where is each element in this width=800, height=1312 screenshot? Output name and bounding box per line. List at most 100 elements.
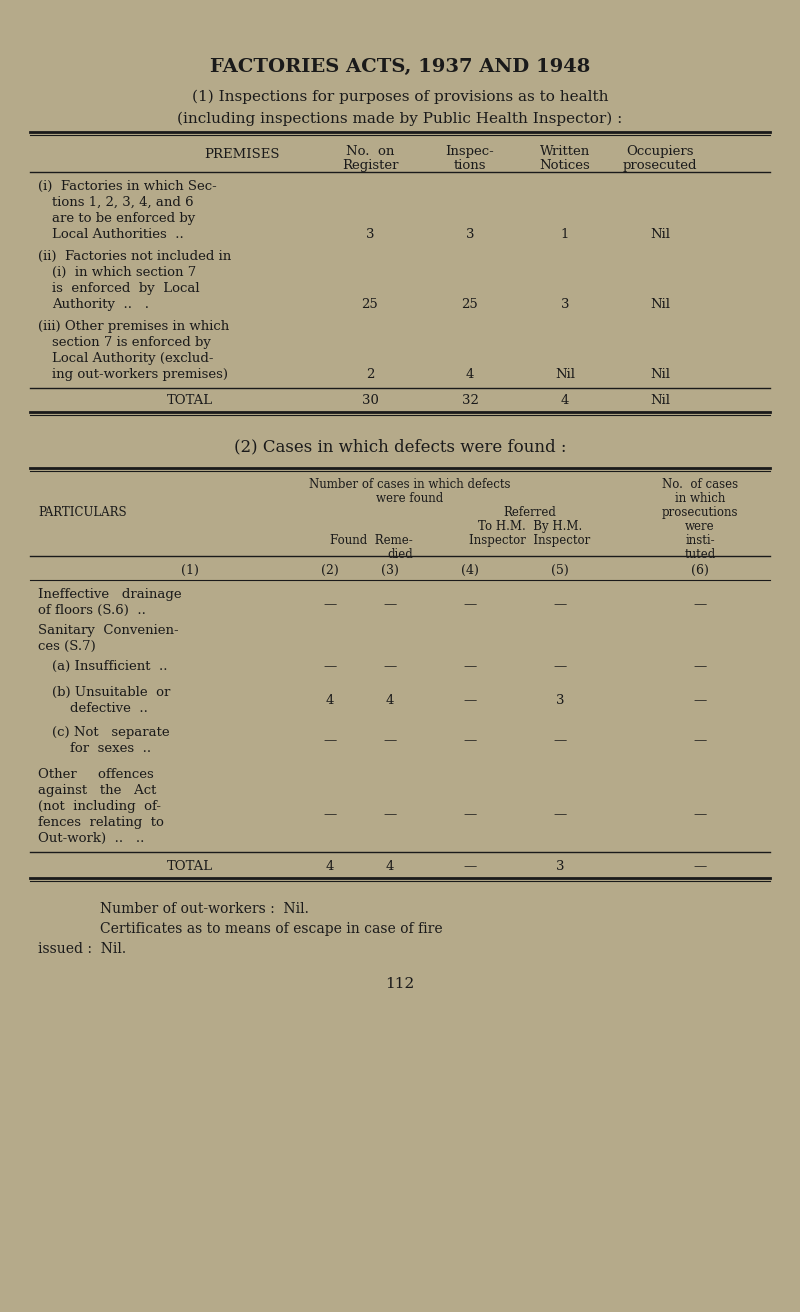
Text: —: — — [323, 660, 337, 673]
Text: 25: 25 — [462, 298, 478, 311]
Text: died: died — [387, 548, 413, 562]
Text: 4: 4 — [326, 694, 334, 707]
Text: —: — — [554, 808, 566, 821]
Text: tuted: tuted — [684, 548, 716, 562]
Text: were: were — [685, 520, 715, 533]
Text: To H.M.  By H.M.: To H.M. By H.M. — [478, 520, 582, 533]
Text: prosecutions: prosecutions — [662, 506, 738, 520]
Text: Number of cases in which defects: Number of cases in which defects — [310, 478, 510, 491]
Text: TOTAL: TOTAL — [167, 859, 213, 872]
Text: section 7 is enforced by: section 7 is enforced by — [52, 336, 211, 349]
Text: ces (S.7): ces (S.7) — [38, 640, 96, 653]
Text: —: — — [323, 733, 337, 747]
Text: —: — — [383, 660, 397, 673]
Text: —: — — [463, 660, 477, 673]
Text: PARTICULARS: PARTICULARS — [38, 506, 126, 520]
Text: Written: Written — [540, 146, 590, 157]
Text: —: — — [323, 598, 337, 611]
Text: tions 1, 2, 3, 4, and 6: tions 1, 2, 3, 4, and 6 — [52, 195, 194, 209]
Text: Nil: Nil — [650, 298, 670, 311]
Text: —: — — [323, 808, 337, 821]
Text: Occupiers: Occupiers — [626, 146, 694, 157]
Text: 1: 1 — [561, 228, 569, 241]
Text: —: — — [694, 808, 706, 821]
Text: Other     offences: Other offences — [38, 768, 154, 781]
Text: PREMISES: PREMISES — [205, 148, 280, 161]
Text: were found: were found — [376, 492, 444, 505]
Text: issued :  Nil.: issued : Nil. — [38, 942, 126, 956]
Text: No.  of cases: No. of cases — [662, 478, 738, 491]
Text: FACTORIES ACTS, 1937 AND 1948: FACTORIES ACTS, 1937 AND 1948 — [210, 58, 590, 76]
Text: Referred: Referred — [503, 506, 557, 520]
Text: for  sexes  ..: for sexes .. — [70, 743, 151, 754]
Text: prosecuted: prosecuted — [622, 159, 698, 172]
Text: —: — — [554, 733, 566, 747]
Text: Notices: Notices — [540, 159, 590, 172]
Text: (5): (5) — [551, 564, 569, 577]
Text: Authority  ..   .: Authority .. . — [52, 298, 149, 311]
Text: —: — — [383, 808, 397, 821]
Text: —: — — [383, 598, 397, 611]
Text: Nil: Nil — [650, 394, 670, 407]
Text: fences  relating  to: fences relating to — [38, 816, 164, 829]
Text: —: — — [694, 694, 706, 707]
Text: —: — — [694, 660, 706, 673]
Text: —: — — [463, 598, 477, 611]
Text: (iii) Other premises in which: (iii) Other premises in which — [38, 320, 230, 333]
Text: TOTAL: TOTAL — [167, 394, 213, 407]
Text: Certificates as to means of escape in case of fire: Certificates as to means of escape in ca… — [100, 922, 442, 935]
Text: Nil: Nil — [650, 228, 670, 241]
Text: are to be enforced by: are to be enforced by — [52, 213, 195, 224]
Text: 4: 4 — [386, 859, 394, 872]
Text: 4: 4 — [466, 367, 474, 380]
Text: 32: 32 — [462, 394, 478, 407]
Text: 3: 3 — [466, 228, 474, 241]
Text: (1) Inspections for purposes of provisions as to health: (1) Inspections for purposes of provisio… — [192, 91, 608, 105]
Text: (ii)  Factories not included in: (ii) Factories not included in — [38, 251, 231, 262]
Text: —: — — [463, 808, 477, 821]
Text: (a) Insufficient  ..: (a) Insufficient .. — [52, 660, 167, 673]
Text: —: — — [694, 598, 706, 611]
Text: Local Authorities  ..: Local Authorities .. — [52, 228, 184, 241]
Text: 3: 3 — [366, 228, 374, 241]
Text: 4: 4 — [561, 394, 569, 407]
Text: No.  on: No. on — [346, 146, 394, 157]
Text: insti-: insti- — [685, 534, 715, 547]
Text: against   the   Act: against the Act — [38, 785, 156, 796]
Text: —: — — [694, 859, 706, 872]
Text: 3: 3 — [561, 298, 570, 311]
Text: Ineffective   drainage: Ineffective drainage — [38, 588, 182, 601]
Text: (2): (2) — [321, 564, 339, 577]
Text: (c) Not   separate: (c) Not separate — [52, 726, 170, 739]
Text: Out-work)  ..   ..: Out-work) .. .. — [38, 832, 144, 845]
Text: (3): (3) — [381, 564, 399, 577]
Text: 3: 3 — [556, 859, 564, 872]
Text: —: — — [554, 660, 566, 673]
Text: (i)  in which section 7: (i) in which section 7 — [52, 266, 196, 279]
Text: —: — — [694, 733, 706, 747]
Text: (not  including  of-: (not including of- — [38, 800, 161, 813]
Text: Nil: Nil — [555, 367, 575, 380]
Text: Number of out-workers :  Nil.: Number of out-workers : Nil. — [100, 903, 309, 916]
Text: in which: in which — [675, 492, 725, 505]
Text: Nil: Nil — [650, 367, 670, 380]
Text: (2) Cases in which defects were found :: (2) Cases in which defects were found : — [234, 438, 566, 455]
Text: ing out-workers premises): ing out-workers premises) — [52, 367, 228, 380]
Text: —: — — [554, 598, 566, 611]
Text: (i)  Factories in which Sec-: (i) Factories in which Sec- — [38, 180, 217, 193]
Text: 112: 112 — [386, 977, 414, 991]
Text: Sanitary  Convenien-: Sanitary Convenien- — [38, 625, 178, 638]
Text: Inspec-: Inspec- — [446, 146, 494, 157]
Text: (including inspections made by Public Health Inspector) :: (including inspections made by Public He… — [178, 112, 622, 126]
Text: (6): (6) — [691, 564, 709, 577]
Text: Local Authority (exclud-: Local Authority (exclud- — [52, 352, 214, 365]
Text: defective  ..: defective .. — [70, 702, 148, 715]
Text: Found  Reme-: Found Reme- — [330, 534, 413, 547]
Text: 2: 2 — [366, 367, 374, 380]
Text: Inspector  Inspector: Inspector Inspector — [470, 534, 590, 547]
Text: of floors (S.6)  ..: of floors (S.6) .. — [38, 604, 146, 617]
Text: 30: 30 — [362, 394, 378, 407]
Text: —: — — [463, 733, 477, 747]
Text: is  enforced  by  Local: is enforced by Local — [52, 282, 200, 295]
Text: Register: Register — [342, 159, 398, 172]
